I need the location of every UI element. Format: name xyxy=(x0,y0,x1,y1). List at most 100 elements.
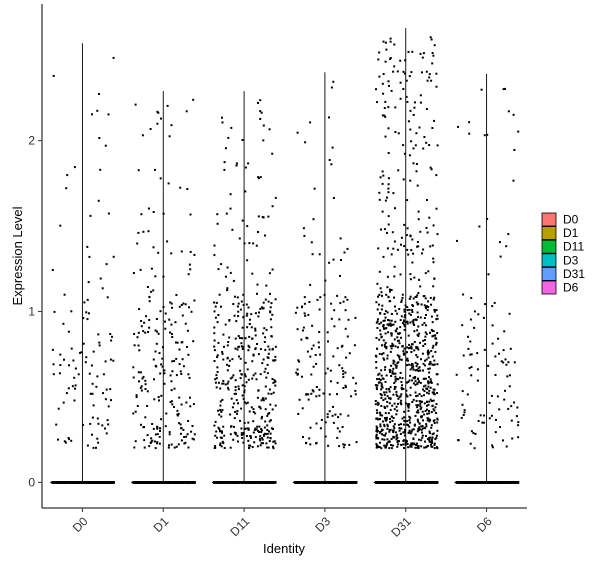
data-point xyxy=(74,384,77,387)
data-point xyxy=(404,420,406,423)
data-point xyxy=(408,429,411,432)
data-point xyxy=(432,399,435,402)
data-point xyxy=(57,438,59,441)
data-point xyxy=(164,312,167,315)
data-point xyxy=(229,193,232,196)
data-point xyxy=(417,210,420,213)
data-point xyxy=(272,445,274,448)
data-point xyxy=(432,392,435,395)
data-point xyxy=(301,407,304,410)
data-point xyxy=(219,442,222,445)
data-point xyxy=(420,439,423,442)
data-point xyxy=(473,447,476,450)
data-point xyxy=(378,198,381,201)
data-point xyxy=(336,347,339,350)
data-point xyxy=(423,339,426,341)
data-point xyxy=(420,303,423,306)
data-point xyxy=(313,187,316,190)
data-point xyxy=(315,395,318,398)
data-point xyxy=(213,254,216,257)
data-point xyxy=(409,273,412,276)
data-point xyxy=(415,170,418,173)
data-point xyxy=(411,401,414,403)
data-point xyxy=(392,417,395,419)
data-point xyxy=(432,420,435,422)
data-point xyxy=(173,406,175,408)
expr-points-d0 xyxy=(51,56,115,449)
data-point xyxy=(435,337,438,340)
data-point xyxy=(190,430,193,433)
data-point xyxy=(354,389,357,392)
data-point xyxy=(393,427,396,429)
data-point xyxy=(169,401,172,404)
data-point xyxy=(426,419,429,422)
data-point xyxy=(378,293,381,296)
data-point xyxy=(384,41,387,44)
data-point xyxy=(396,409,399,412)
data-point xyxy=(327,340,329,343)
data-point xyxy=(240,300,243,303)
data-point xyxy=(326,416,329,419)
data-point xyxy=(219,387,222,390)
data-point xyxy=(505,363,508,366)
data-point xyxy=(234,386,237,388)
data-point xyxy=(380,228,382,231)
data-point xyxy=(395,390,398,393)
data-point xyxy=(403,245,406,248)
data-point xyxy=(179,370,182,373)
data-point xyxy=(252,408,255,411)
data-point xyxy=(352,376,355,379)
data-point xyxy=(354,393,357,396)
data-point xyxy=(254,428,257,431)
data-point xyxy=(378,381,381,384)
data-point xyxy=(104,398,107,401)
data-point xyxy=(435,403,438,406)
data-point xyxy=(429,441,432,443)
data-point xyxy=(331,146,334,149)
data-point xyxy=(149,128,152,130)
data-point xyxy=(68,438,70,441)
data-point xyxy=(428,400,431,403)
data-point xyxy=(155,318,158,320)
data-point xyxy=(412,318,415,321)
data-point xyxy=(86,444,89,447)
data-point xyxy=(396,395,399,398)
data-point xyxy=(223,345,225,348)
data-point xyxy=(376,347,378,350)
data-point xyxy=(171,370,174,373)
data-point xyxy=(389,322,392,325)
data-point xyxy=(382,255,385,258)
data-point xyxy=(91,113,93,116)
data-point xyxy=(410,430,413,433)
data-point xyxy=(258,437,261,440)
data-point xyxy=(377,247,380,250)
data-point xyxy=(482,316,485,319)
data-point xyxy=(249,318,251,321)
data-point xyxy=(381,170,384,173)
data-point xyxy=(163,369,166,372)
data-point xyxy=(507,407,510,410)
data-point xyxy=(179,423,182,426)
data-point xyxy=(402,387,404,390)
data-point xyxy=(397,397,400,400)
data-point xyxy=(505,445,508,448)
data-point xyxy=(273,380,276,383)
data-point xyxy=(398,355,401,358)
data-point xyxy=(152,211,155,213)
data-point xyxy=(175,445,178,448)
data-point xyxy=(88,372,91,375)
data-point xyxy=(427,353,430,356)
data-point xyxy=(406,320,409,323)
data-point xyxy=(409,128,412,131)
data-point xyxy=(395,393,398,396)
expr-points-d1 xyxy=(132,98,196,450)
data-point xyxy=(420,445,423,448)
data-point xyxy=(394,309,397,312)
data-point xyxy=(164,327,167,330)
data-point xyxy=(176,409,179,412)
data-point xyxy=(344,327,347,330)
data-point xyxy=(402,423,405,426)
data-point xyxy=(408,379,411,382)
data-point xyxy=(246,312,249,315)
data-point xyxy=(342,300,345,303)
